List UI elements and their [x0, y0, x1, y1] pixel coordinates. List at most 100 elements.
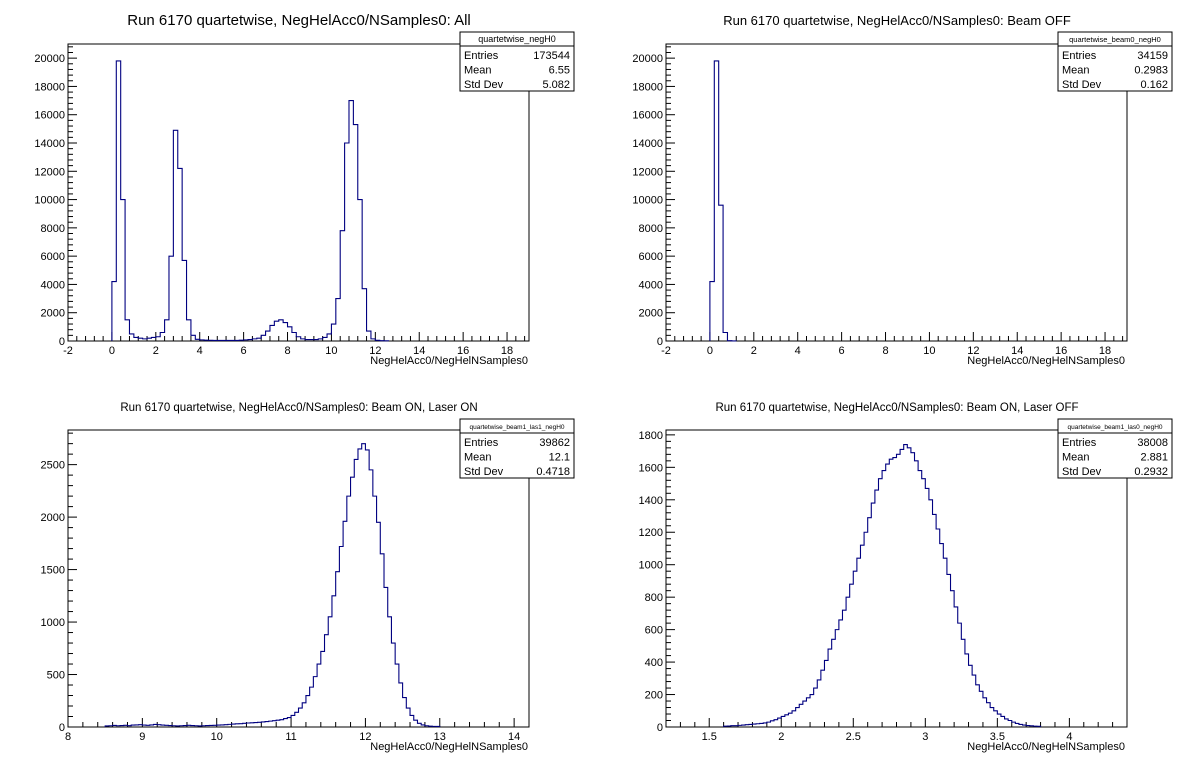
stats-mean-label: Mean	[1062, 452, 1090, 464]
histogram-bin	[125, 320, 129, 341]
stats-histogram-name: quartetwise_beam0_negH0	[1069, 35, 1161, 44]
histogram-bin	[835, 630, 839, 727]
stats-std-dev-value: 0.162	[1140, 79, 1168, 91]
stats-mean-value: 12.1	[549, 452, 570, 464]
histogram-bin	[842, 610, 846, 727]
stats-entries-label: Entries	[464, 50, 499, 62]
stats-entries-value: 34159	[1137, 50, 1168, 62]
histogram-bin	[719, 205, 723, 341]
histogram-bin	[875, 490, 879, 727]
y-tick-label: 2000	[41, 308, 65, 320]
stats-std-dev-value: 5.082	[542, 79, 570, 91]
y-tick-label: 1600	[639, 462, 663, 474]
histogram-bin	[291, 715, 295, 727]
x-tick-label: 14	[413, 345, 425, 357]
histogram-line	[709, 60, 737, 342]
histogram-bin	[345, 143, 349, 341]
histogram-bin	[340, 231, 344, 341]
x-axis-label: NegHelAcc0/NegHelNSamples0	[370, 355, 528, 367]
y-tick-label: 1800	[639, 430, 663, 442]
x-tick-label: 6	[241, 345, 247, 357]
histogram-bin	[714, 61, 718, 341]
histogram-bin	[325, 635, 329, 727]
histogram-bin	[306, 696, 310, 727]
panel-title: Run 6170 quartetwise, NegHelAcc0/NSample…	[715, 402, 1078, 414]
histogram-bin	[410, 715, 414, 727]
histogram-bin	[187, 320, 191, 341]
y-tick-label: 18000	[34, 81, 65, 93]
histogram-bin	[373, 496, 377, 727]
histogram-bin	[331, 324, 335, 341]
histogram-bin	[347, 496, 351, 727]
histogram-bin	[129, 334, 133, 341]
histogram-bin	[940, 544, 944, 727]
y-tick-label: 4000	[41, 279, 65, 291]
histogram-bin	[893, 458, 897, 727]
histogram-bin	[377, 522, 381, 727]
x-tick-label: 18	[1099, 345, 1111, 357]
histogram-bin	[272, 721, 276, 727]
histogram-bin	[806, 698, 810, 727]
x-tick-label: 12	[967, 345, 979, 357]
histogram-bin	[369, 470, 373, 727]
stats-mean-label: Mean	[464, 452, 492, 464]
histogram-bin	[112, 282, 116, 341]
x-tick-label: 16	[457, 345, 469, 357]
histogram-bin	[165, 320, 169, 341]
stats-std-dev-label: Std Dev	[1062, 466, 1102, 478]
histogram-bin	[310, 687, 314, 727]
histogram-bin	[388, 617, 392, 727]
histogram-bin	[922, 479, 926, 727]
histogram-bin	[367, 331, 371, 341]
x-tick-label: 14	[508, 731, 520, 743]
x-tick-label: 18	[501, 345, 513, 357]
histogram-bin	[710, 282, 714, 341]
stats-histogram-name: quartetwise_beam1_las0_negH0	[1067, 424, 1162, 431]
histogram-bin	[395, 664, 399, 727]
histogram-bin	[911, 453, 915, 727]
y-tick-label: 6000	[41, 251, 65, 263]
histogram-bin	[900, 449, 904, 727]
plot-frame	[67, 429, 530, 728]
x-tick-label: 9	[139, 731, 145, 743]
histogram-bin	[296, 337, 300, 341]
x-tick-label: 8	[882, 345, 888, 357]
histogram-bin	[947, 574, 951, 727]
y-tick-label: 400	[645, 657, 663, 669]
histogram-bin	[871, 503, 875, 727]
histogram-bin	[265, 722, 269, 727]
histogram-bin	[850, 584, 854, 727]
histogram-bin	[907, 448, 911, 727]
y-tick-label: 1000	[41, 617, 65, 629]
stats-entries-value: 38008	[1137, 437, 1168, 449]
x-tick-label: 10	[325, 345, 337, 357]
stats-std-dev-value: 0.4718	[536, 466, 570, 478]
histogram-bin	[925, 488, 929, 727]
histogram-bin	[283, 323, 287, 341]
histogram-bin	[384, 587, 388, 727]
x-tick-label: 0	[707, 345, 713, 357]
histogram-bin	[803, 701, 807, 727]
y-tick-label: 14000	[632, 138, 663, 150]
histogram-bin	[328, 617, 332, 727]
histogram-bin	[270, 325, 274, 341]
stats-std-dev-label: Std Dev	[464, 79, 504, 91]
histogram-bin	[889, 459, 893, 727]
stats-mean-value: 0.2983	[1134, 65, 1168, 77]
stats-mean-value: 2.881	[1140, 452, 1168, 464]
x-tick-label: 6	[839, 345, 845, 357]
y-tick-label: 200	[645, 690, 663, 702]
y-tick-label: 14000	[34, 138, 65, 150]
histogram-bin	[299, 708, 303, 727]
y-tick-label: 0	[59, 336, 65, 348]
stats-box-frame	[1057, 31, 1173, 92]
panel-all: Run 6170 quartetwise, NegHelAcc0/NSample…	[34, 12, 575, 367]
x-tick-label: 14	[1011, 345, 1023, 357]
histogram-bin	[191, 335, 195, 341]
histogram-bin	[365, 450, 369, 727]
y-tick-label: 12000	[632, 166, 663, 178]
histogram-bin	[266, 331, 270, 341]
panel-beam-off: Run 6170 quartetwise, NegHelAcc0/NSample…	[632, 13, 1173, 367]
stats-box-frame	[1057, 418, 1173, 479]
